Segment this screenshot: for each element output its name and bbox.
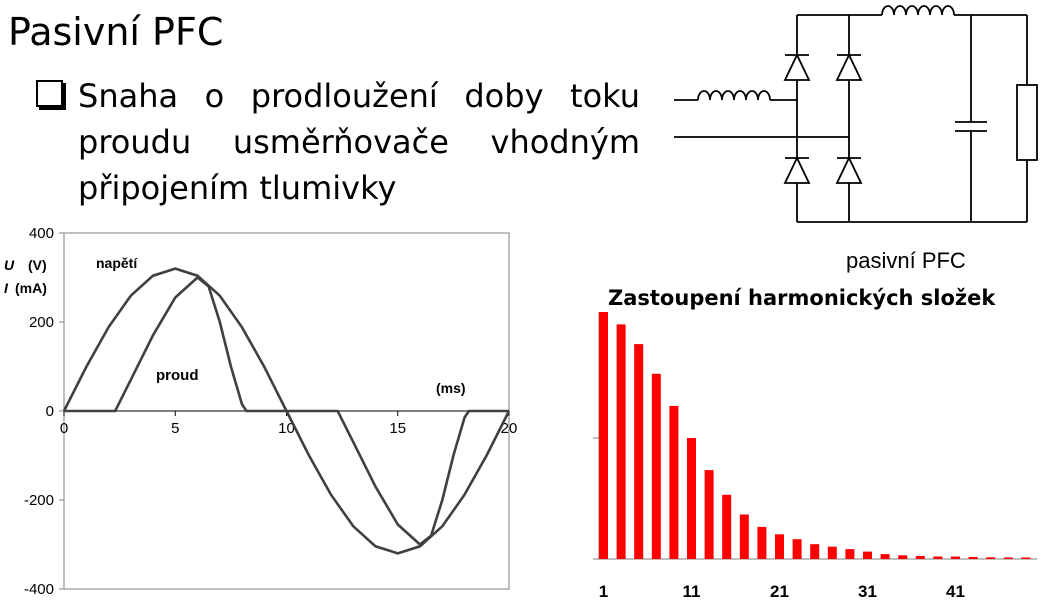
y-tick-label: -200 [24, 492, 54, 509]
bullet-line-3: připojením tlumivky [78, 169, 397, 207]
y-label-i: I [4, 280, 9, 296]
x-tick-label: 1 [599, 582, 608, 601]
harmonic-bar [634, 344, 644, 559]
diode-icon [783, 52, 811, 81]
circuit-caption: pasivní PFC [846, 248, 966, 273]
y-tick-label: 0 [46, 403, 54, 420]
harmonic-bar [1021, 557, 1031, 559]
harmonic-bar [915, 556, 925, 559]
harmonic-bar [704, 470, 714, 559]
x-tick-label: 5 [171, 420, 179, 437]
x-tick-label: 0 [60, 420, 68, 437]
harmonic-bar [933, 556, 943, 559]
bullet-line-1: Snaha o prodloužení doby toku [78, 77, 640, 115]
y-tick-label: 400 [29, 225, 54, 242]
y-unit-u: (V) [28, 257, 47, 273]
harmonic-bar [863, 551, 872, 559]
x-tick-label: 15 [389, 420, 406, 437]
harmonic-bar [845, 549, 855, 559]
harmonic-bar [827, 546, 837, 560]
diode-icon [783, 155, 811, 184]
x-tick-label: 20 [501, 420, 518, 437]
harmonic-bar [651, 373, 661, 560]
checkbox-bullet-icon [36, 80, 63, 107]
harmonic-bar [722, 494, 732, 559]
harmonic-bar [775, 534, 784, 559]
capacitor-icon [955, 121, 987, 132]
harmonic-bar [810, 544, 820, 559]
y-tick-label: 200 [29, 314, 54, 331]
harmonic-bar [986, 557, 996, 559]
harmonic-bar [880, 554, 890, 559]
current-series-line [64, 275, 509, 547]
diode-icon [835, 155, 863, 184]
dc-inductor-icon [881, 5, 955, 16]
circuit-diagram [674, 5, 1038, 223]
bullet-line-2: proudu usměrňovače vhodným [78, 123, 640, 161]
resistor-load-icon [1016, 84, 1038, 161]
x-unit-label: (ms) [436, 380, 466, 396]
annotation-current: proud [156, 367, 199, 384]
harmonic-bar [898, 555, 908, 559]
harmonic-bar [757, 526, 767, 559]
harmonic-bar [968, 557, 978, 559]
circuit-wires [674, 14, 1028, 223]
x-tick-label: 21 [770, 582, 789, 601]
harmonic-bar [669, 405, 679, 559]
x-tick-label: 10 [278, 420, 295, 437]
diode-icon [835, 52, 863, 81]
y-label-u: U [4, 257, 15, 273]
harmonic-bar [739, 514, 749, 559]
harmonics-chart: 1 11 21 31 41 [593, 312, 1037, 601]
x-tick-label: 11 [683, 582, 701, 601]
harmonic-bar [616, 324, 626, 559]
annotation-voltage: napětí [96, 255, 138, 271]
harmonic-bar [687, 438, 696, 559]
input-inductor-icon [697, 90, 771, 101]
diode-bridge [783, 52, 863, 184]
x-tick-label: 31 [858, 582, 877, 601]
harmonic-bar [951, 556, 960, 559]
x-tick-label: 41 [946, 582, 965, 601]
harmonics-chart-title: Zastoupení harmonických složek [608, 286, 996, 310]
y-tick-label: -400 [24, 581, 54, 598]
slide-title: Pasivní PFC [8, 10, 224, 54]
harmonic-bar [792, 539, 802, 559]
harmonic-bar [1003, 557, 1013, 559]
y-unit-i: (mA) [15, 280, 47, 296]
harmonic-bar [599, 312, 608, 559]
waveform-chart: 0 5 10 15 20 400 200 0 -200 -400 U (V) I (mA) na… [4, 225, 518, 598]
